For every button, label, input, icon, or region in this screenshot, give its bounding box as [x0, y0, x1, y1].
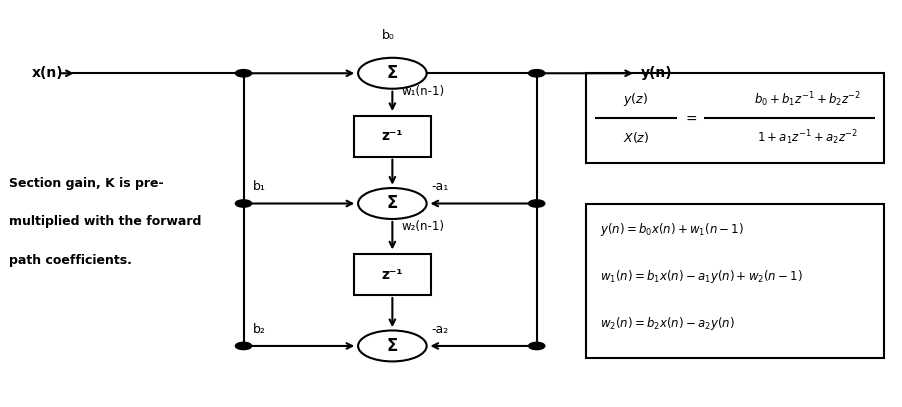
- Bar: [586, 73, 884, 163]
- Text: w₁(n-1): w₁(n-1): [401, 85, 445, 98]
- Circle shape: [529, 200, 545, 207]
- Text: b₀: b₀: [382, 28, 394, 42]
- Circle shape: [358, 188, 427, 219]
- Bar: [354, 116, 431, 157]
- Circle shape: [529, 342, 545, 350]
- Circle shape: [235, 342, 252, 350]
- Text: multiplied with the forward: multiplied with the forward: [9, 215, 201, 228]
- Circle shape: [529, 70, 545, 77]
- Circle shape: [358, 330, 427, 361]
- Text: b₁: b₁: [253, 180, 265, 193]
- Text: $b_0 + b_1 z^{-1} + b_2 z^{-2}$: $b_0 + b_1 z^{-1} + b_2 z^{-2}$: [754, 90, 861, 109]
- Text: path coefficients.: path coefficients.: [9, 254, 132, 267]
- Circle shape: [235, 200, 252, 207]
- Text: $1 + a_1 z^{-1} + a_2 z^{-2}$: $1 + a_1 z^{-1} + a_2 z^{-2}$: [757, 128, 858, 147]
- Text: $=$: $=$: [683, 111, 697, 125]
- Text: $X(z)$: $X(z)$: [622, 130, 649, 145]
- Text: $w_2(n) = b_2 x(n) - a_2 y(n)$: $w_2(n) = b_2 x(n) - a_2 y(n)$: [600, 315, 734, 332]
- Text: Σ: Σ: [387, 64, 398, 82]
- Circle shape: [235, 70, 252, 77]
- Text: z⁻¹: z⁻¹: [382, 129, 403, 143]
- Text: Σ: Σ: [387, 337, 398, 355]
- Circle shape: [358, 58, 427, 89]
- Text: x(n): x(n): [32, 66, 63, 80]
- Text: $w_1(n) = b_1 x(n) - a_1 y(n) + w_2(n-1)$: $w_1(n) = b_1 x(n) - a_1 y(n) + w_2(n-1)…: [600, 268, 803, 285]
- Text: $y(z)$: $y(z)$: [623, 91, 649, 108]
- Text: -a₁: -a₁: [431, 180, 448, 193]
- Text: -a₂: -a₂: [431, 323, 448, 336]
- Text: Σ: Σ: [387, 195, 398, 212]
- Text: y(n): y(n): [640, 66, 672, 80]
- Text: z⁻¹: z⁻¹: [382, 268, 403, 282]
- Text: Section gain, K is pre-: Section gain, K is pre-: [9, 177, 163, 190]
- Text: $y(n) = b_0 x(n) + w_1(n-1)$: $y(n) = b_0 x(n) + w_1(n-1)$: [600, 221, 744, 239]
- Text: b₂: b₂: [253, 323, 265, 336]
- Bar: [586, 204, 884, 358]
- Text: w₂(n-1): w₂(n-1): [401, 220, 445, 232]
- Bar: [354, 254, 431, 295]
